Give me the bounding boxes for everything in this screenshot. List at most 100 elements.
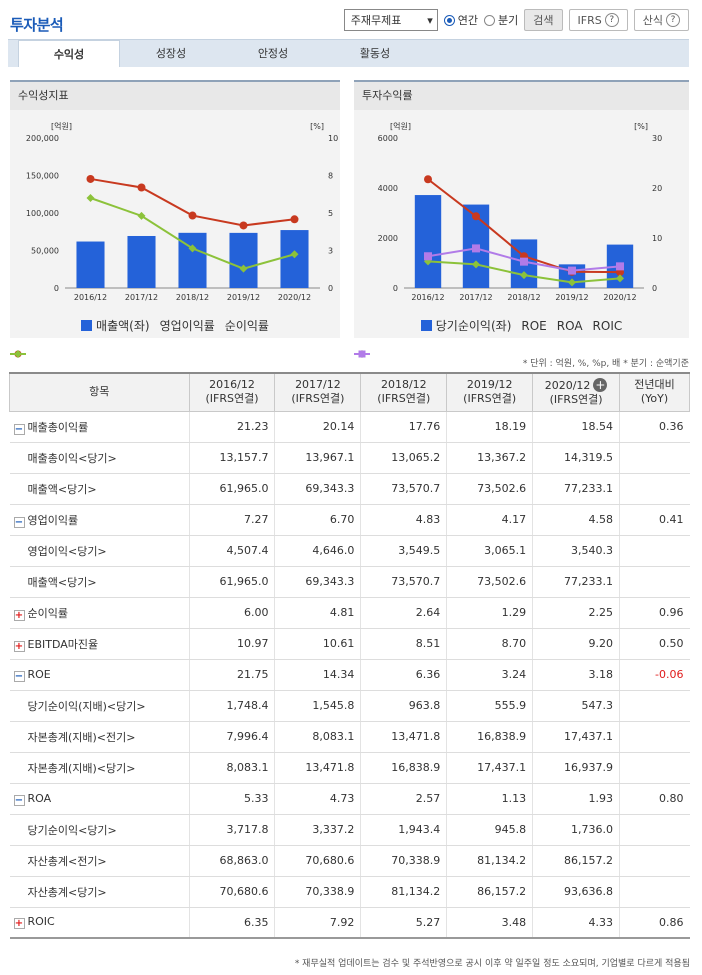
value-cell: 77,233.1 bbox=[532, 566, 620, 598]
legend-roa[interactable]: ROA bbox=[354, 317, 583, 358]
row-label-text: 자본총계(지배)<전기> bbox=[27, 730, 136, 744]
expand-columns-icon[interactable]: + bbox=[593, 377, 608, 392]
value-cell: 8,083.1 bbox=[274, 721, 361, 753]
legend-line-icon bbox=[10, 350, 26, 358]
expand-icon[interactable]: + bbox=[13, 640, 25, 652]
data-point bbox=[616, 262, 624, 271]
legend-sales[interactable]: 매출액(좌) bbox=[81, 317, 150, 334]
value-cell: 18.19 bbox=[446, 411, 533, 443]
value-cell: 1,748.4 bbox=[188, 690, 275, 722]
table-row: 자산총계<전기> 68,863.0 70,680.6 70,338.9 81,134.2… bbox=[9, 845, 690, 877]
row-label: 자산총계<당기> bbox=[9, 876, 190, 908]
legend-net-income[interactable]: 당기순이익(좌) bbox=[420, 317, 511, 334]
row-label[interactable]: + EBITDA마진율 bbox=[9, 628, 190, 660]
row-label-text: 순이익률 bbox=[27, 606, 68, 620]
x-tick-label: 2018/12 bbox=[507, 293, 540, 302]
row-label: 매출액<당기> bbox=[9, 566, 190, 598]
value-cell: 70,680.6 bbox=[188, 876, 275, 908]
y2-tick-label: 10 bbox=[652, 234, 662, 243]
left-axis-unit: [억원] bbox=[390, 121, 411, 131]
expand-icon[interactable]: + bbox=[13, 918, 25, 930]
legend-op-margin[interactable]: 영업이익률 bbox=[10, 317, 215, 358]
value-cell: 20.14 bbox=[274, 411, 361, 443]
row-label: 자본총계(지배)<전기> bbox=[9, 721, 190, 753]
header-text: (IFRS연결) bbox=[377, 392, 431, 406]
value-cell: 21.75 bbox=[188, 659, 275, 691]
value-cell: 3.18 bbox=[532, 659, 620, 691]
value-cell: 7.27 bbox=[188, 504, 275, 536]
value-cell: 7,996.4 bbox=[188, 721, 275, 753]
value-cell: 13,471.8 bbox=[274, 752, 361, 784]
value-cell: 3,549.5 bbox=[360, 535, 447, 567]
value-cell: 21.23 bbox=[188, 411, 275, 443]
data-point bbox=[188, 244, 197, 253]
value-cell: 8,083.1 bbox=[188, 752, 275, 784]
legend-roic[interactable]: ROIC bbox=[354, 317, 622, 358]
data-point bbox=[472, 244, 480, 253]
x-tick-label: 2017/12 bbox=[125, 293, 158, 302]
value-cell: 61,965.0 bbox=[188, 473, 275, 505]
quarter-label: 분기 bbox=[498, 14, 519, 27]
value-cell: 4.83 bbox=[360, 504, 447, 536]
y-tick-label: 200,000 bbox=[26, 134, 59, 143]
value-cell: 3,065.1 bbox=[446, 535, 533, 567]
y2-tick-label: 0 bbox=[328, 284, 333, 293]
search-button[interactable]: 검색 bbox=[524, 9, 563, 31]
value-cell: 4,507.4 bbox=[188, 535, 275, 567]
value-cell: 13,367.2 bbox=[446, 442, 533, 474]
yoy-cell bbox=[619, 845, 690, 877]
value-cell: 14,319.5 bbox=[532, 442, 620, 474]
value-cell: 14.34 bbox=[274, 659, 361, 691]
table-row: − 영업이익률 7.27 6.70 4.83 4.17 4.58 0.41 bbox=[9, 504, 690, 536]
bar bbox=[127, 235, 156, 288]
y2-tick-label: 0 bbox=[652, 284, 657, 293]
collapse-icon[interactable]: − bbox=[13, 423, 25, 435]
collapse-icon[interactable]: − bbox=[13, 516, 25, 528]
tab-profitability[interactable]: 수익성 bbox=[18, 40, 120, 67]
legend-net-margin[interactable]: 순이익률 bbox=[10, 317, 269, 358]
row-label[interactable]: − ROA bbox=[9, 783, 190, 815]
row-label-text: 자산총계<전기> bbox=[27, 854, 107, 868]
value-cell: 963.8 bbox=[360, 690, 447, 722]
value-cell: 6.00 bbox=[188, 597, 275, 629]
value-cell: 13,967.1 bbox=[274, 442, 361, 474]
value-cell: 17,437.1 bbox=[446, 752, 533, 784]
row-label[interactable]: + 순이익률 bbox=[9, 597, 190, 629]
legend-roe[interactable]: ROE bbox=[354, 317, 547, 358]
row-label[interactable]: − 영업이익률 bbox=[9, 504, 190, 536]
yoy-cell bbox=[619, 876, 690, 908]
value-cell: 4.17 bbox=[446, 504, 533, 536]
header-text: (IFRS연결) bbox=[549, 392, 603, 406]
row-label-text: 영업이익<당기> bbox=[27, 544, 107, 558]
expand-icon[interactable]: + bbox=[13, 609, 25, 621]
row-label[interactable]: − 매출총이익률 bbox=[9, 411, 190, 443]
header-yoy: 전년대비 (YoY) bbox=[619, 372, 690, 412]
collapse-icon[interactable]: − bbox=[13, 670, 25, 682]
collapse-icon[interactable]: − bbox=[13, 794, 25, 806]
row-label[interactable]: − ROE bbox=[9, 659, 190, 691]
value-cell: 547.3 bbox=[532, 690, 620, 722]
row-label: 자본총계(지배)<당기> bbox=[9, 752, 190, 784]
header-text: 항목 bbox=[89, 385, 110, 399]
tab-growth[interactable]: 성장성 bbox=[155, 47, 187, 60]
help-icon: ? bbox=[604, 13, 619, 27]
table-row: 자본총계(지배)<전기> 7,996.4 8,083.1 13,471.8 16,838… bbox=[9, 721, 690, 753]
data-point bbox=[568, 278, 576, 287]
data-point bbox=[86, 174, 95, 183]
row-label[interactable]: + ROIC bbox=[9, 907, 190, 939]
tab-activity[interactable]: 활동성 bbox=[359, 47, 391, 60]
value-cell: 18.54 bbox=[532, 411, 620, 443]
formula-help-button[interactable]: 산식? bbox=[633, 9, 689, 31]
statement-select[interactable]: 주재무제표 ▾ bbox=[343, 9, 438, 31]
value-cell: 77,233.1 bbox=[532, 473, 620, 505]
annual-radio[interactable]: 연간 bbox=[443, 12, 478, 28]
header-text: 2017/12 bbox=[295, 378, 341, 392]
ifrs-help-button[interactable]: IFRS? bbox=[568, 9, 628, 31]
yoy-cell: 0.80 bbox=[619, 783, 690, 815]
bar bbox=[414, 195, 442, 288]
tab-stability[interactable]: 안정성 bbox=[257, 47, 289, 60]
yoy-cell: 0.36 bbox=[619, 411, 690, 443]
left-axis-unit: [억원] bbox=[51, 121, 72, 131]
value-cell: 1.29 bbox=[446, 597, 533, 629]
quarter-radio[interactable]: 분기 bbox=[484, 12, 518, 28]
